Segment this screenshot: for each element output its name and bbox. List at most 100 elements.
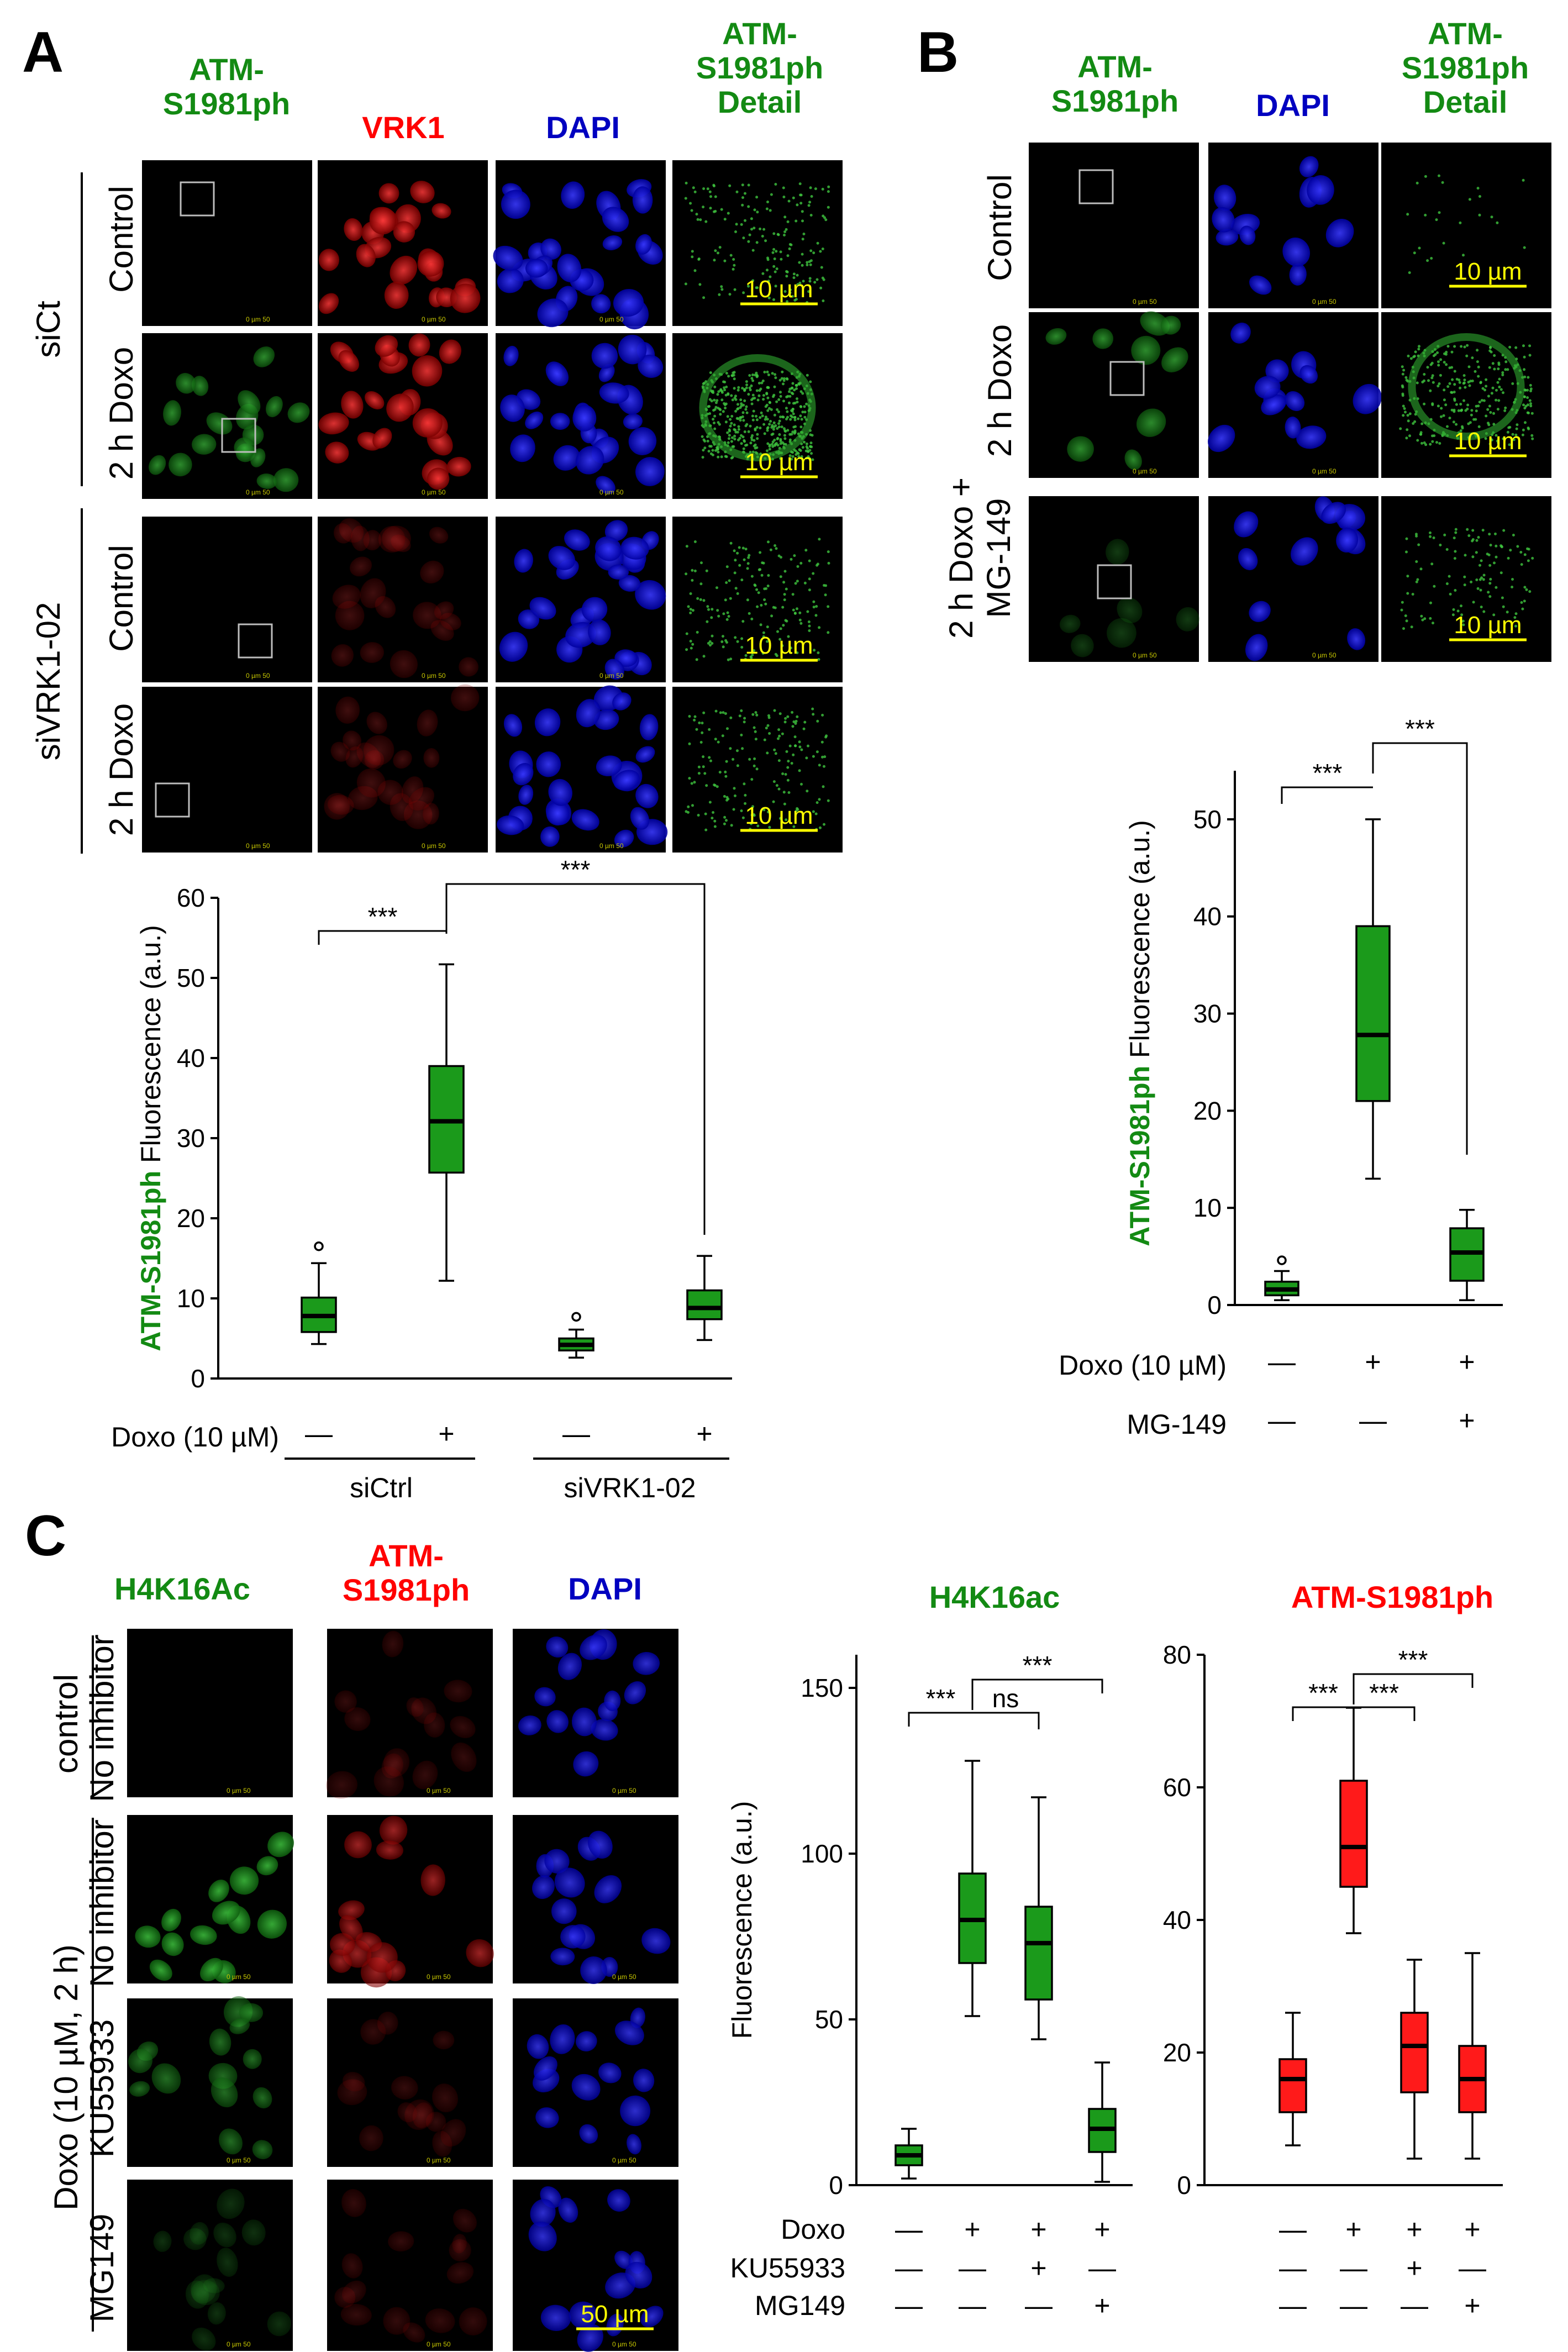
- box-4: [1458, 1952, 1487, 2160]
- micrograph: 0 µm 50: [318, 160, 488, 326]
- speckle: [784, 717, 787, 720]
- box-1: [301, 1241, 337, 1345]
- speckle: [704, 220, 708, 223]
- micrograph: 0 µm 50: [318, 517, 488, 682]
- speckle: [821, 248, 824, 250]
- speckle: [767, 716, 771, 719]
- speckle: [1522, 403, 1525, 407]
- nucleus: [576, 446, 604, 475]
- speckle: [808, 577, 811, 581]
- nucleus: [256, 1856, 278, 1876]
- condition-label: Doxo: [781, 2214, 845, 2245]
- micrograph-scale-ticks: 0 µm 50: [612, 1787, 636, 1795]
- speckle: [736, 764, 739, 767]
- speckle: [780, 425, 783, 429]
- speckle: [827, 550, 830, 554]
- speckle: [755, 588, 759, 591]
- speckle: [1487, 591, 1490, 594]
- speckle: [819, 250, 822, 253]
- speckle: [744, 802, 747, 805]
- speckle: [685, 545, 688, 548]
- speckle: [701, 731, 704, 734]
- nucleus: [397, 2102, 417, 2123]
- speckle: [800, 782, 803, 786]
- speckle: [1526, 396, 1529, 399]
- speckle: [723, 259, 727, 262]
- nucleus: [432, 2083, 458, 2113]
- nucleus: [561, 181, 585, 209]
- speckle: [792, 825, 796, 828]
- speckle: [699, 741, 703, 744]
- speckle: [733, 438, 736, 441]
- speckle: [803, 440, 806, 444]
- mg149-mark: —: [1268, 1405, 1296, 1436]
- nucleus: [360, 642, 384, 663]
- speckle: [812, 572, 815, 575]
- speckle: [741, 411, 745, 414]
- chart-title-h4k16ac: H4K16ac: [929, 1580, 1060, 1614]
- speckle: [1493, 354, 1496, 357]
- speckle: [772, 298, 775, 301]
- speckle: [741, 203, 744, 207]
- speckle: [724, 420, 728, 424]
- speckle: [754, 730, 757, 733]
- chart-title-atm: ATM-S1981ph: [1291, 1580, 1493, 1614]
- condition-mark: —: [1340, 2253, 1367, 2283]
- speckle: [1405, 537, 1408, 540]
- speckle: [750, 384, 753, 387]
- panel-b: B ATM-S1981ph DAPI ATM-S1981ph Detail 0 µ…: [917, 16, 1551, 1440]
- speckle: [1465, 354, 1469, 357]
- nucleus: [424, 1712, 445, 1738]
- speckle: [692, 186, 695, 190]
- speckle: [720, 640, 724, 643]
- speckle: [693, 718, 696, 722]
- nucleus: [1239, 225, 1256, 245]
- panel-a-row-labels: Control 2 h Doxo Control 2 h Doxo siCt s…: [30, 172, 140, 854]
- speckle: [740, 578, 744, 582]
- speckle: [1450, 366, 1454, 369]
- speckle: [690, 782, 693, 785]
- speckle: [750, 778, 754, 781]
- speckle: [774, 376, 777, 380]
- speckle: [1481, 529, 1485, 532]
- speckle: [1436, 351, 1439, 354]
- micrograph-scale-ticks: 0 µm 50: [427, 1787, 451, 1795]
- speckle: [772, 421, 776, 424]
- speckle: [762, 808, 766, 812]
- speckle: [1514, 346, 1518, 349]
- speckle: [768, 732, 771, 735]
- nucleus: [635, 746, 655, 763]
- speckle: [703, 440, 707, 443]
- detail-nucleus: [699, 354, 816, 461]
- speckle: [745, 386, 748, 390]
- y-axis-label-plain: Fluorescence (a.u.): [135, 925, 166, 1171]
- nucleus: [391, 2076, 418, 2100]
- speckle: [756, 433, 759, 436]
- speckle: [1477, 425, 1481, 428]
- nucleus: [633, 1651, 660, 1675]
- header-line: Detail: [1423, 85, 1508, 119]
- y-axis-label-colored: ATM-S1981ph: [1124, 1066, 1155, 1246]
- micrograph-scale-ticks: 0 µm 50: [1312, 651, 1337, 659]
- nucleus: [536, 751, 561, 777]
- speckle: [775, 547, 778, 550]
- speckle: [798, 281, 802, 285]
- speckle: [1489, 346, 1492, 349]
- speckle: [748, 612, 751, 615]
- micrograph: 0 µm 50: [1029, 143, 1199, 308]
- y-tick-label: 50: [815, 2005, 843, 2034]
- header-line: S1981ph: [696, 50, 823, 85]
- nucleus: [446, 2262, 474, 2284]
- speckle: [1404, 376, 1408, 379]
- speckle: [792, 402, 795, 405]
- speckle: [786, 778, 790, 782]
- speckle: [791, 294, 794, 298]
- speckle: [778, 419, 781, 423]
- speckle: [1417, 348, 1420, 351]
- speckle: [709, 207, 712, 210]
- nucleus: [359, 2125, 383, 2151]
- box-iqr: [1339, 1780, 1368, 1888]
- speckle: [1455, 403, 1458, 406]
- speckle: [805, 756, 808, 760]
- speckle: [759, 427, 762, 430]
